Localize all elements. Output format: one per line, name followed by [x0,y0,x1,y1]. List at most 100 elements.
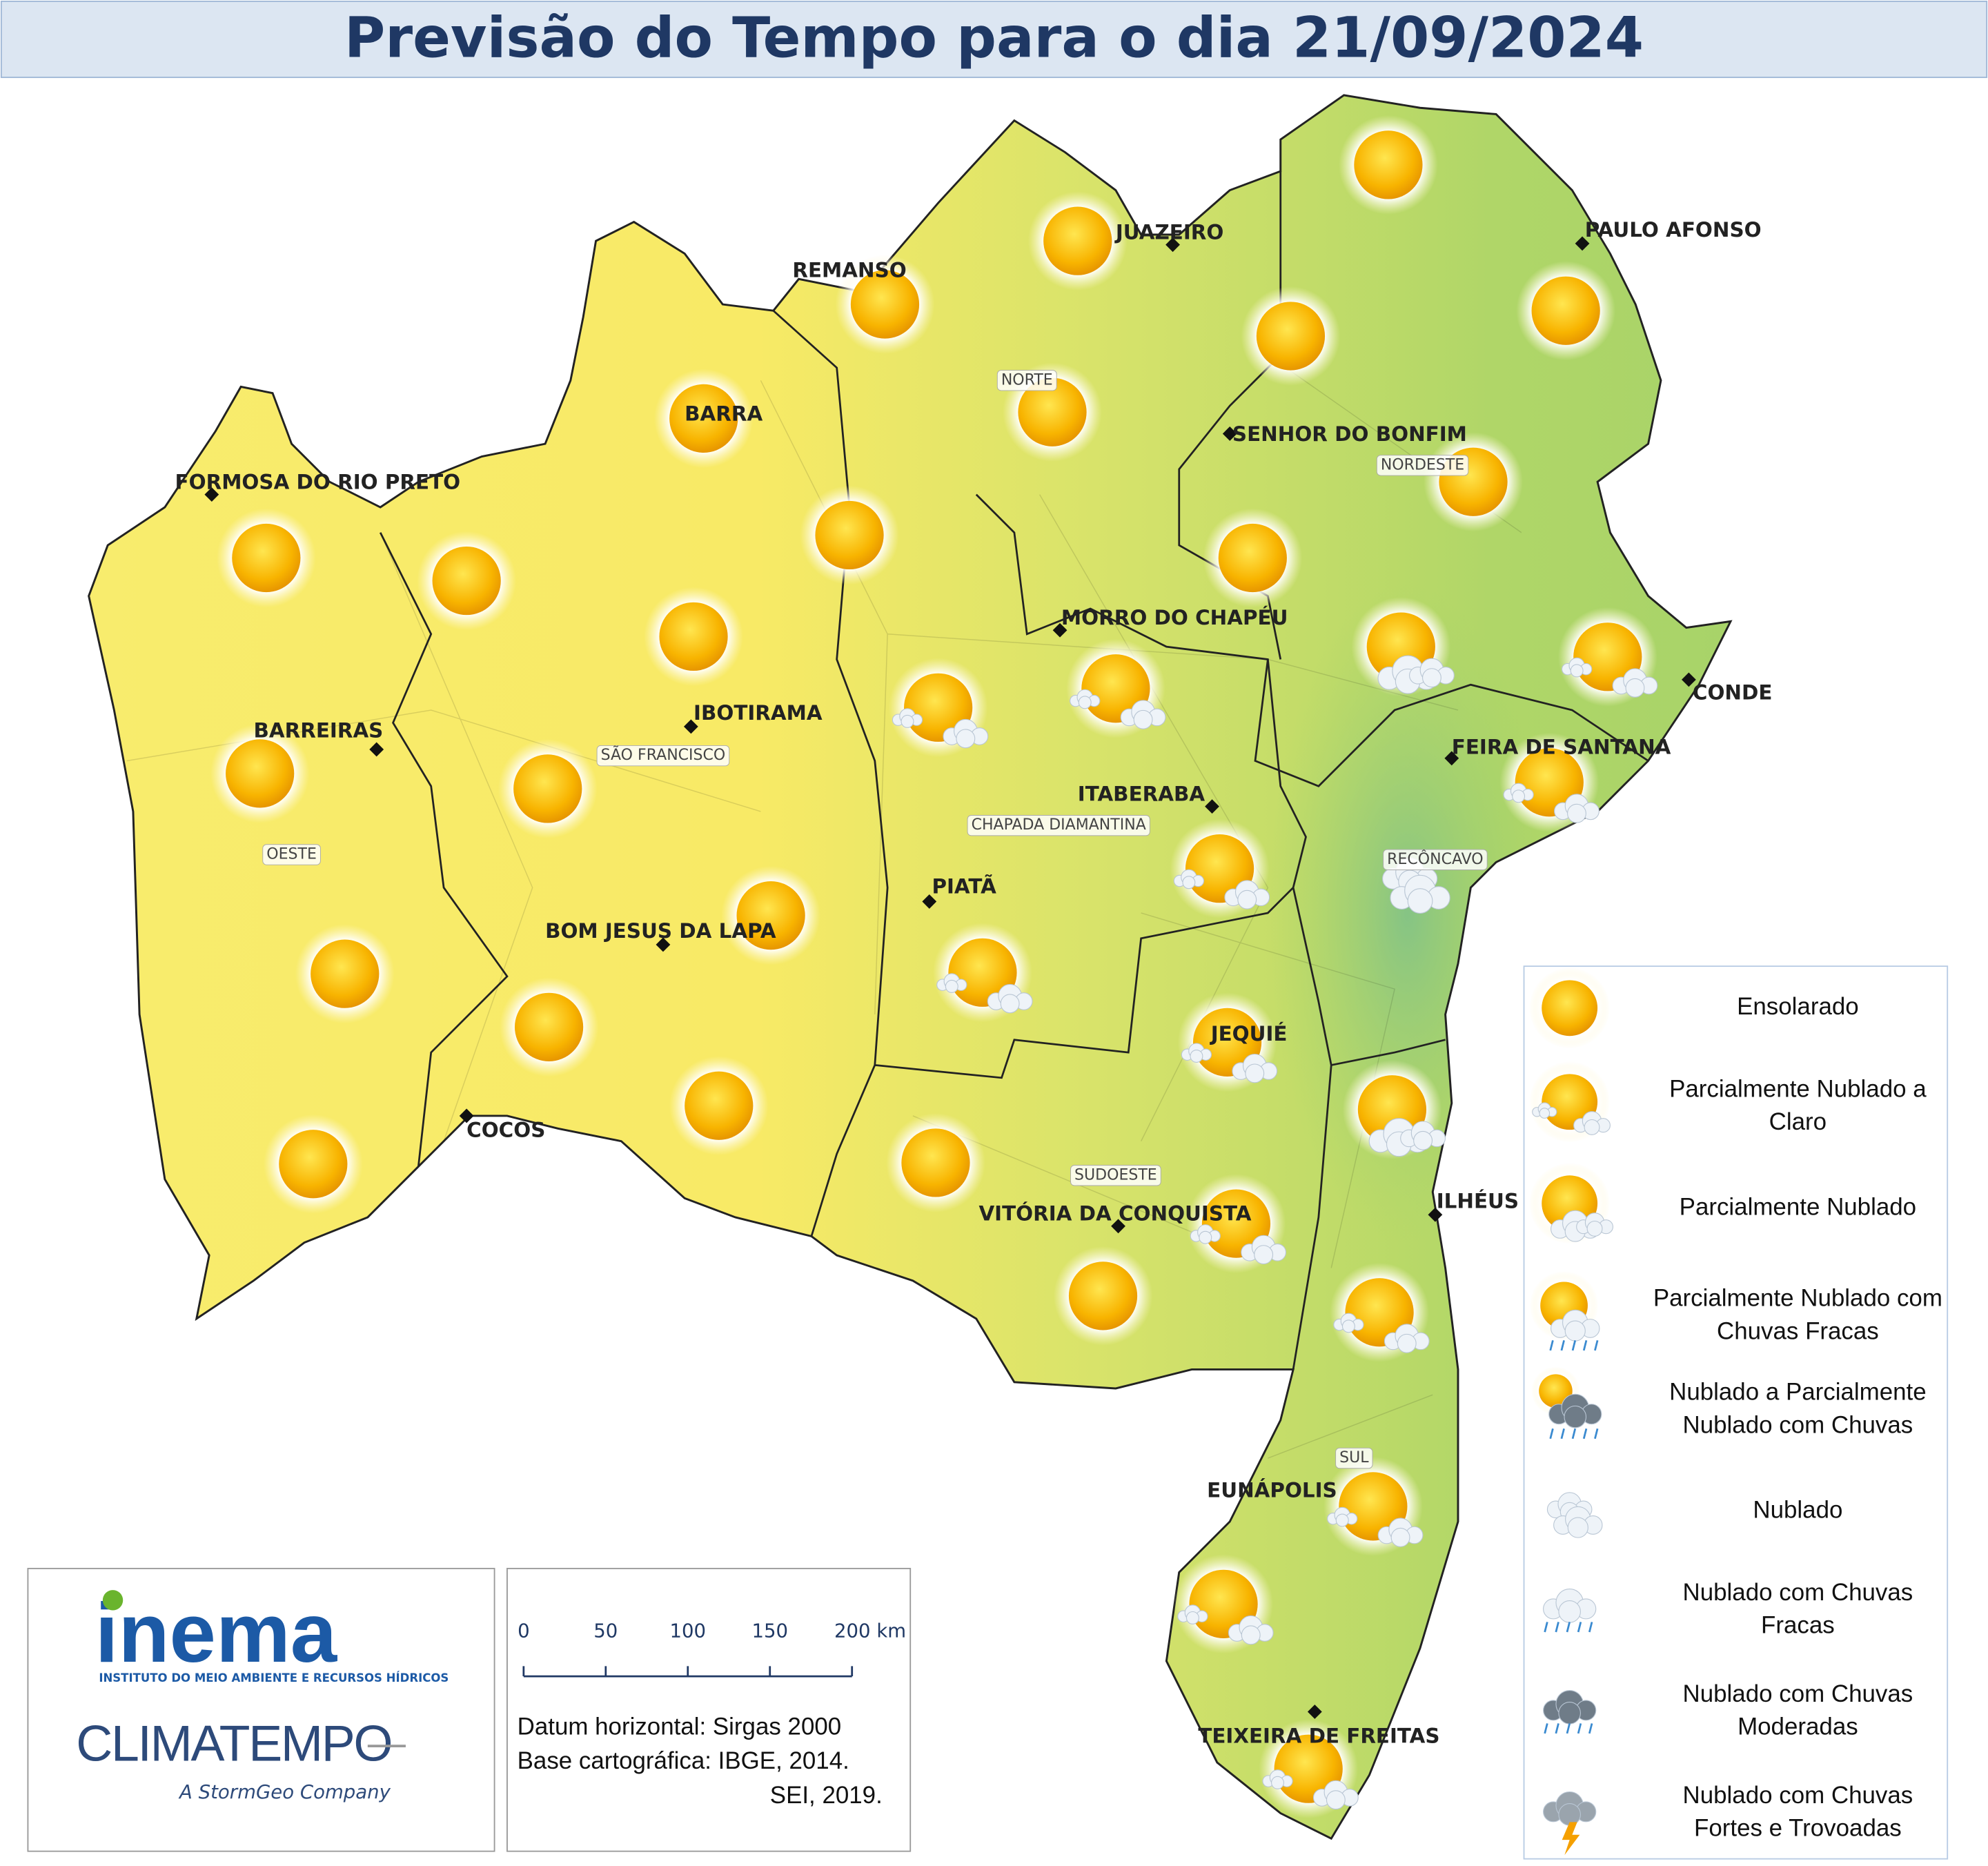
sun [514,992,584,1061]
legend-label: Nublado com Chuvas [1683,1680,1913,1707]
city-label: PAULO AFONSO [1585,218,1762,242]
legend-label: Moderadas [1738,1713,1858,1740]
legend-label: Nublado a Parcialmente [1669,1379,1927,1406]
sun [513,754,582,823]
rain-drop [1594,1340,1599,1351]
city-label: VITÓRIA DA CONQUISTA [978,1201,1251,1226]
city-marker [369,742,384,757]
cloud-puff [1584,1119,1600,1135]
city-marker [459,1108,474,1123]
city-label: TEIXEIRA DE FREITAS [1198,1725,1439,1748]
rain-drop [1588,1723,1593,1734]
cloud-puff [1078,696,1092,709]
weather-icon [1241,286,1341,386]
city-marker [1222,426,1237,441]
legend-label: Claro [1769,1108,1827,1135]
title-bar [0,0,1988,79]
cloud-puff [1326,1790,1346,1810]
legend-label: Nublado [1753,1496,1842,1523]
region-label-bg [996,370,1057,391]
region-label: RECÔNCAVO [1387,850,1484,868]
rain-drop [1566,1723,1571,1734]
rain-drop [1571,1428,1577,1440]
scale-box [506,1567,912,1852]
legend-label: Fortes e Trovoadas [1694,1815,1902,1842]
cloud-puff [1564,1320,1586,1342]
region-label-bg [1383,849,1488,870]
sun [432,546,501,616]
weather-icon [1065,638,1166,738]
city-label: EUNÁPOLIS [1207,1477,1337,1502]
legend-label: Nublado com Chuvas [1683,1782,1913,1809]
rain-drop [1588,1622,1593,1633]
sun [685,1071,754,1140]
legend-label: Chuvas Fracas [1717,1317,1879,1344]
weather-icon [1351,597,1455,697]
city-label: ILHÉUS [1437,1188,1519,1212]
city-label: BARRA [685,402,762,425]
weather-icon [1027,191,1128,291]
rain-drop [1577,1723,1582,1734]
scale-label: 150 [751,1620,788,1642]
sun [1339,1472,1408,1541]
sun [1068,1261,1138,1330]
legend-icon [1531,1366,1602,1440]
legend-icon [1529,968,1611,1049]
cloud-puff [1413,1130,1433,1150]
rain-drop [1560,1428,1565,1440]
cloud-puff [945,979,958,993]
region-label: SUDOESTE [1074,1166,1157,1184]
cloud-puff [1421,668,1441,688]
weather-icon [644,587,743,687]
city-label: SENHOR DO BONFIM [1232,422,1467,446]
weather-icon [1557,607,1658,707]
sun [1354,130,1423,199]
weather-icon [295,924,395,1024]
sun [1256,302,1326,371]
weather-icon [1338,115,1438,215]
inema-subtitle: INSTITUTO DO MEIO AMBIENTE E RECURSOS HÍ… [99,1671,449,1685]
sun [1542,1074,1598,1130]
weather-icon [1203,508,1303,608]
weather-icon [933,923,1033,1023]
city-label: JEQUIÉ [1210,1021,1288,1045]
sun [226,739,295,808]
credit-line: SEI, 2019. [770,1782,883,1809]
weather-icon [653,369,754,469]
city-marker [683,719,698,734]
city-label: PIATÃ [932,874,996,898]
region-label-bg [596,745,730,767]
weather-icon [669,1056,769,1156]
sun [1018,377,1087,446]
cloud-puff [956,729,976,749]
cloud-puff [1185,1611,1199,1624]
sun [1531,276,1600,345]
cloud-puff [1512,789,1526,803]
region-label: SÃO FRANCISCO [601,745,726,764]
weather-icon [835,255,935,354]
weather-icon [263,1114,363,1214]
sun [1218,523,1287,593]
cloud-puff [1564,1405,1587,1428]
cloud-puff [1190,1049,1203,1063]
cloud-puff [1397,1333,1417,1353]
sun [850,270,920,339]
cloud-puff [900,714,914,728]
weather-icon [1174,1554,1274,1654]
city-label: REMANSO [792,259,906,282]
cloud-puff [1245,1063,1265,1083]
region-label: NORTE [1001,371,1053,389]
sun [1274,1734,1343,1803]
rain-drop [1555,1723,1559,1734]
weather-icon [1342,1059,1446,1159]
sun [1539,1374,1573,1408]
weather-icon [1330,1262,1430,1362]
rain-drop [1549,1340,1554,1351]
cloud-puff [1199,1230,1212,1244]
cloud-puff [1182,876,1196,890]
title: Previsão do Tempo para o dia 21/09/2024 [344,6,1644,71]
city-marker [1111,1219,1125,1234]
rain-drop [1582,1428,1588,1440]
rain-drop [1560,1340,1565,1351]
